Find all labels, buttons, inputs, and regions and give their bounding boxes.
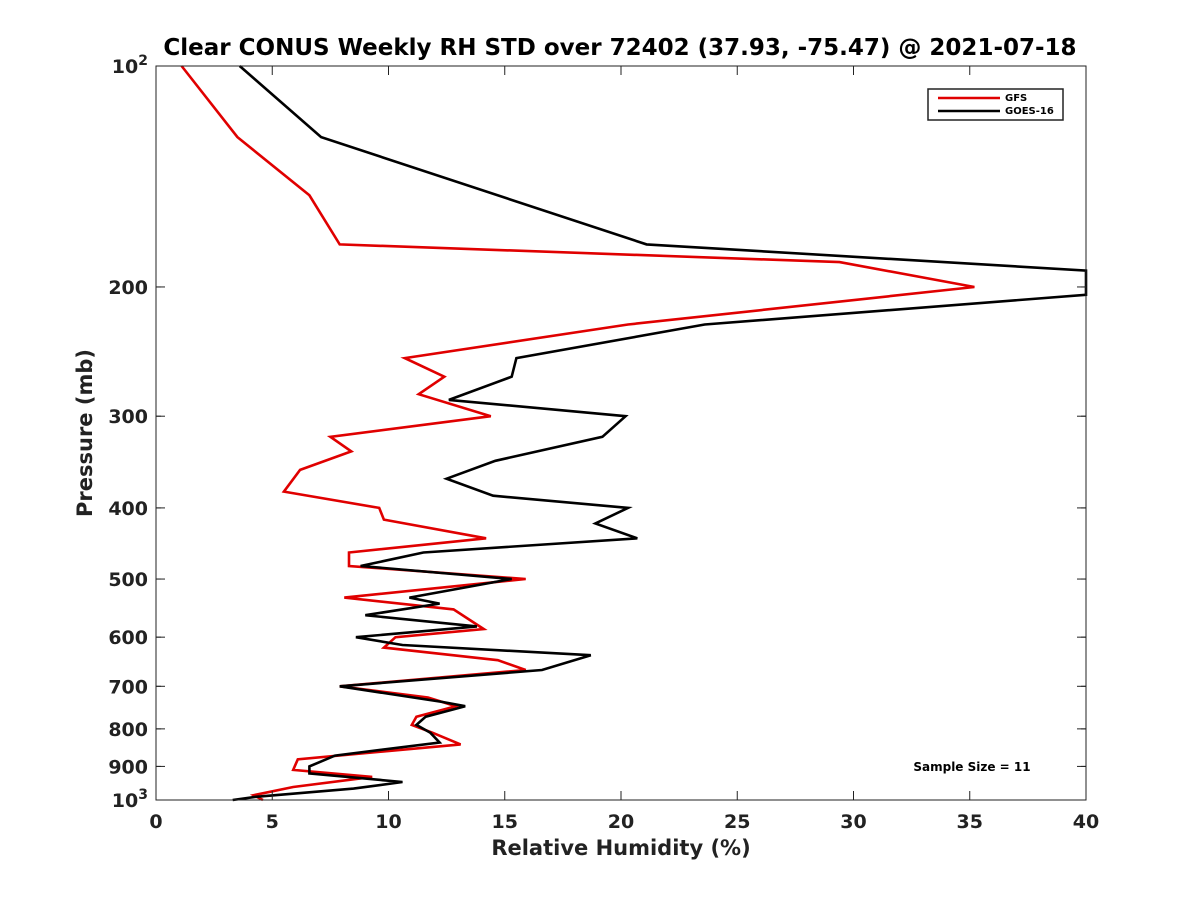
series-layer (180, 65, 1088, 802)
plot-area (155, 65, 1088, 802)
legend: GFS GOES-16 (927, 88, 1064, 121)
y-tick-label: 800 (108, 719, 148, 741)
plot-background (156, 66, 1086, 800)
x-tick-label: 25 (724, 811, 750, 833)
y-tick-label: 600 (108, 627, 148, 649)
y-tick-label: 400 (108, 498, 148, 520)
legend-label-gfs: GFS (1005, 93, 1027, 104)
y-tick-label: 900 (108, 756, 148, 778)
x-tick-label: 0 (149, 811, 162, 833)
y-tick-label: 500 (108, 569, 148, 591)
legend-label-goes16: GOES-16 (1005, 106, 1054, 117)
y-tick-label: 200 (108, 277, 148, 299)
series-line-goes16 (232, 65, 1088, 802)
y-tick-label: 300 (108, 406, 148, 428)
x-tick-label: 5 (266, 811, 279, 833)
x-tick-label: 40 (1073, 811, 1099, 833)
x-tick-label: 30 (840, 811, 866, 833)
y-tick-label: 103 (112, 787, 148, 812)
x-tick-label: 15 (492, 811, 518, 833)
chart-title: Clear CONUS Weekly RH STD over 72402 (37… (163, 35, 1076, 61)
x-tick-label: 20 (608, 811, 634, 833)
x-tick-label: 35 (957, 811, 983, 833)
y-axis: 102 200 300 400 500 600 700 800 900 103 (108, 53, 1086, 812)
y-tick-label: 700 (108, 676, 148, 698)
y-axis-label: Pressure (mb) (73, 349, 97, 517)
x-axis: 0 5 10 15 20 25 30 35 40 (149, 66, 1099, 833)
legend-box (927, 88, 1064, 121)
y-tick-label: 102 (112, 53, 148, 78)
series-line-gfs (180, 65, 975, 802)
sample-size-annotation: Sample Size = 11 (913, 760, 1030, 774)
x-tick-label: 10 (375, 811, 401, 833)
x-axis-label: Relative Humidity (%) (491, 836, 750, 860)
